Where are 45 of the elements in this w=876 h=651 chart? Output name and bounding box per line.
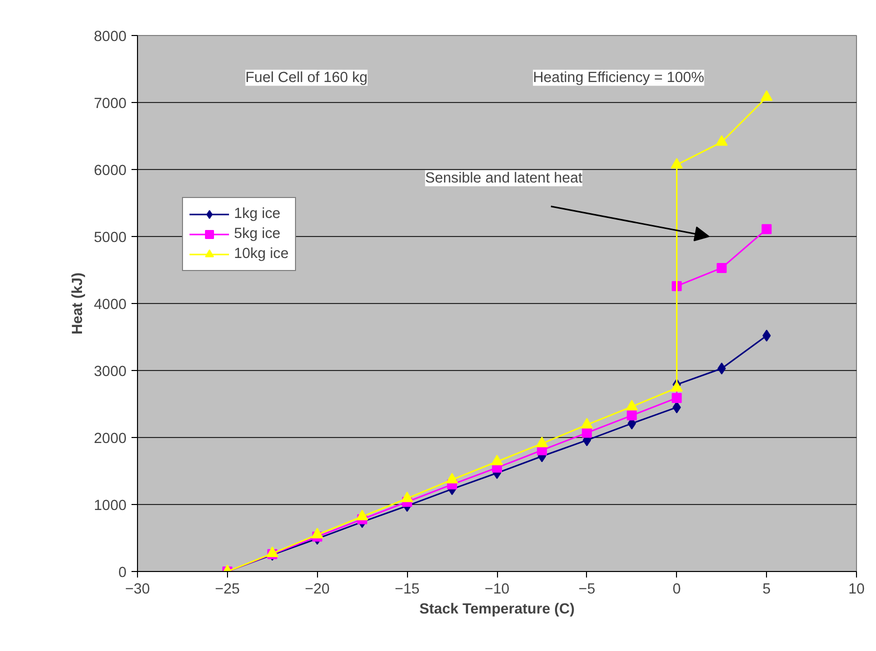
x-tick-label: −10 <box>484 582 510 598</box>
point <box>491 454 503 466</box>
annotation: Fuel Cell of 160 kg <box>245 70 368 86</box>
point <box>716 135 728 146</box>
y-tick-label: 8000 <box>94 29 127 45</box>
point <box>672 392 682 403</box>
y-axis-title: Heat (kJ) <box>70 272 86 334</box>
point <box>446 472 458 484</box>
x-tick-label: −25 <box>214 582 240 598</box>
x-tick-label: −15 <box>394 582 420 598</box>
legend-label: 10kg ice <box>234 246 289 262</box>
x-tick-label: −20 <box>304 582 330 598</box>
point <box>582 428 592 438</box>
annotation: Heating Efficiency = 100% <box>532 70 704 86</box>
point <box>401 492 414 502</box>
point <box>670 381 683 392</box>
legend-label: 1kg ice <box>234 206 280 222</box>
y-tick-label: 1000 <box>94 498 127 514</box>
point <box>266 546 278 558</box>
point <box>311 528 324 538</box>
x-axis-title: Stack Temperature (C) <box>419 602 575 618</box>
point <box>580 418 593 428</box>
y-tick-label: 4000 <box>94 297 127 313</box>
point <box>716 262 727 273</box>
legend-label: 5kg ice <box>234 226 280 242</box>
point <box>762 330 771 342</box>
x-tick-label: −30 <box>125 582 150 598</box>
point <box>760 90 773 101</box>
y-tick-label: 2000 <box>94 431 127 447</box>
point <box>356 510 368 520</box>
x-tick-label: 0 <box>672 582 681 598</box>
y-tick-label: 0 <box>118 565 127 581</box>
point <box>762 224 772 234</box>
point <box>670 158 683 168</box>
y-tick-label: 5000 <box>94 230 127 246</box>
point <box>536 436 548 448</box>
x-tick-label: −5 <box>578 582 596 598</box>
point <box>626 400 638 410</box>
x-tick-label: 10 <box>848 582 865 598</box>
y-tick-label: 6000 <box>94 163 127 179</box>
y-tick-label: 3000 <box>94 364 127 380</box>
point <box>626 410 637 420</box>
y-tick-label: 7000 <box>94 96 127 112</box>
annotation: Sensible and latent heat <box>425 170 582 186</box>
x-tick-label: 5 <box>762 582 771 598</box>
